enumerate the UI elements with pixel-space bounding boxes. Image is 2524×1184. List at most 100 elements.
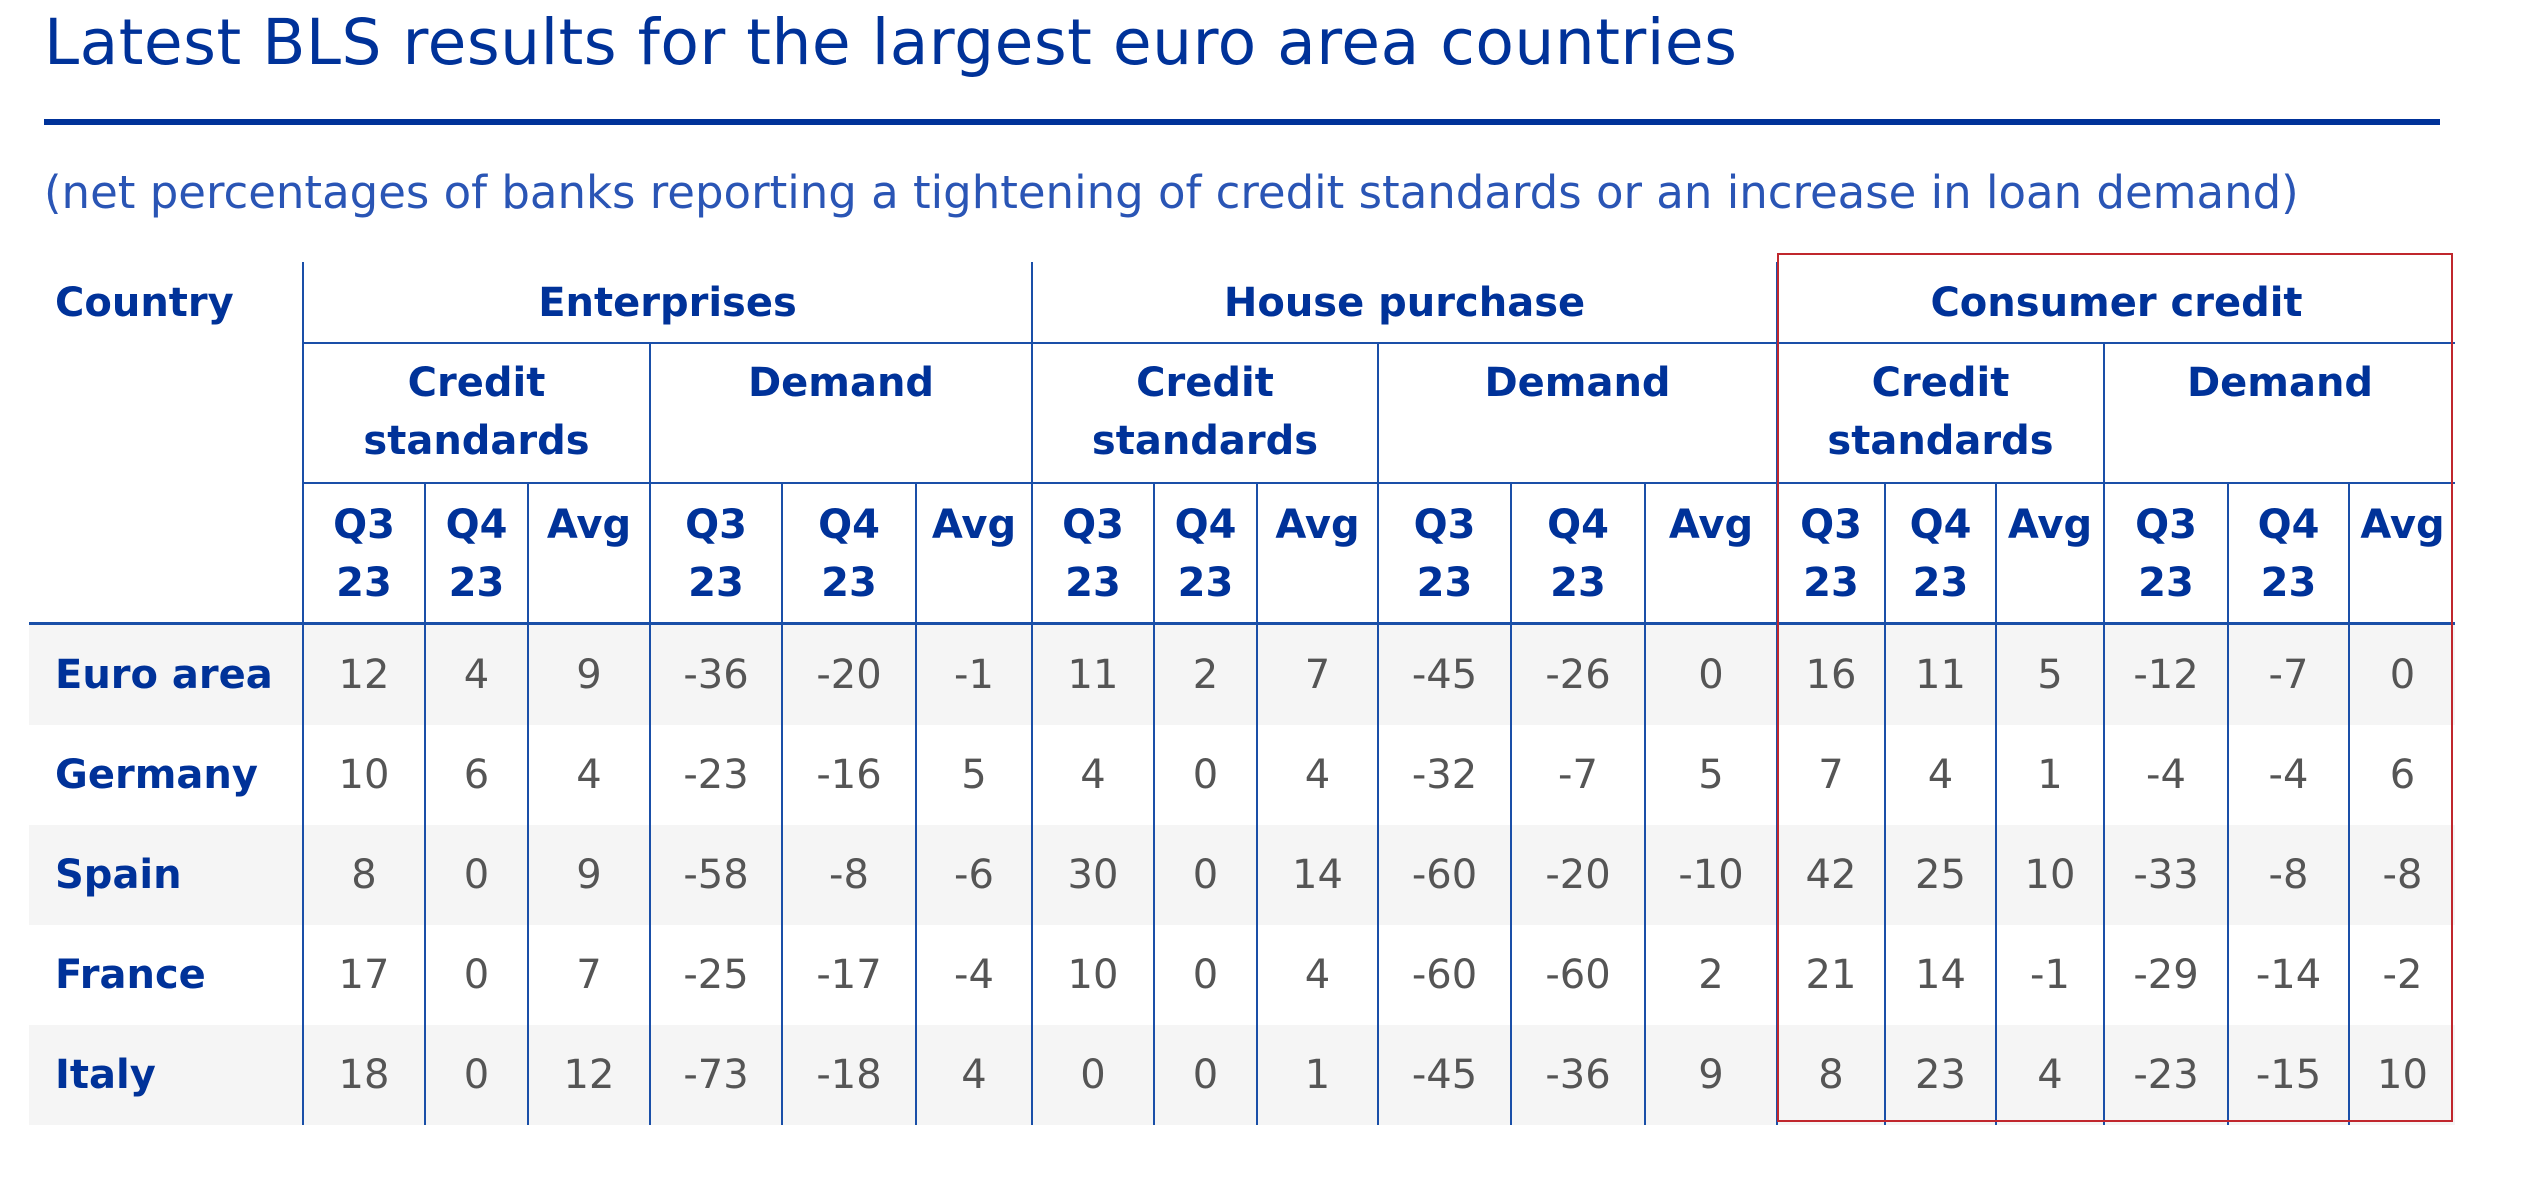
value-cell: -4	[2103, 724, 2228, 825]
value-cell: 4	[1256, 724, 1378, 825]
value-cell: -36	[649, 623, 782, 725]
page-subtitle: (net percentages of banks reporting a ti…	[44, 166, 2299, 219]
period-header-q4-23: Q4 23	[424, 483, 528, 625]
country-name: Germany	[55, 751, 258, 798]
value-cell: -45	[1377, 1024, 1511, 1125]
value-cell: 18	[302, 1024, 425, 1125]
period-header-q4-23: Q4 23	[781, 483, 916, 625]
value-cell: 11	[1031, 623, 1154, 725]
value-cell: -60	[1510, 924, 1645, 1025]
value-cell: 4	[1884, 724, 1996, 825]
period-header-avg: Avg	[1256, 483, 1378, 625]
value-cell: -4	[915, 924, 1032, 1025]
value-cell: 4	[1995, 1024, 2104, 1125]
value-cell: 21	[1776, 924, 1885, 1025]
group-header-house-purchase: House purchase	[1031, 262, 1777, 344]
value-cell: 14	[1256, 824, 1378, 925]
period-header-avg: Avg	[527, 483, 650, 625]
value-cell: 11	[1884, 623, 1996, 725]
period-header-q3-23: Q3 23	[302, 483, 425, 625]
value-cell: 0	[424, 824, 528, 925]
subgroup-header-credit-standards: Credit standards	[302, 343, 650, 484]
table-row: France 17 0 7 -25 -17 -4 10 0 4 -60 -60 2 21 14 -1 -29 -1…	[29, 924, 2455, 1025]
value-cell: -6	[915, 824, 1032, 925]
value-cell: 6	[2348, 724, 2455, 825]
value-cell: 1	[1995, 724, 2104, 825]
value-cell: 4	[915, 1024, 1032, 1125]
value-cell: 5	[915, 724, 1032, 825]
value-cell: -60	[1377, 924, 1511, 1025]
value-cell: -29	[2103, 924, 2228, 1025]
value-cell: 17	[302, 924, 425, 1025]
value-cell: -20	[781, 623, 916, 725]
period-header-q3-23: Q3 23	[1377, 483, 1511, 625]
value-cell: 1	[1256, 1024, 1378, 1125]
value-cell: -26	[1510, 623, 1645, 725]
value-cell: -33	[2103, 824, 2228, 925]
value-cell: -8	[2227, 824, 2349, 925]
period-header-avg: Avg	[2348, 483, 2455, 625]
value-cell: -7	[1510, 724, 1645, 825]
group-header-enterprises: Enterprises	[302, 262, 1032, 344]
period-header-q4-23: Q4 23	[1153, 483, 1257, 625]
period-header-q3-23: Q3 23	[649, 483, 782, 625]
value-cell: 0	[1153, 1024, 1257, 1125]
value-cell: -16	[781, 724, 916, 825]
value-cell: 5	[1995, 623, 2104, 725]
value-cell: 0	[424, 1024, 528, 1125]
value-cell: 4	[424, 623, 528, 725]
value-cell: -10	[1644, 824, 1777, 925]
subgroup-header-credit-standards: Credit standards	[1776, 343, 2104, 484]
subgroup-header-demand: Demand	[649, 343, 1032, 484]
value-cell: -2	[2348, 924, 2455, 1025]
table-row: Spain 8 0 9 -58 -8 -6 30 0 14 -60 -20 -10 42 25 10 -33 -8…	[29, 824, 2455, 925]
value-cell: 2	[1644, 924, 1777, 1025]
period-header-q3-23: Q3 23	[1031, 483, 1154, 625]
value-cell: -8	[781, 824, 916, 925]
subgroup-header-demand: Demand	[2103, 343, 2455, 484]
value-cell: -60	[1377, 824, 1511, 925]
value-cell: 30	[1031, 824, 1154, 925]
value-cell: 10	[302, 724, 425, 825]
period-header-q3-23: Q3 23	[2103, 483, 2228, 625]
subgroup-header-demand: Demand	[1377, 343, 1777, 484]
value-cell: -7	[2227, 623, 2349, 725]
value-cell: 8	[302, 824, 425, 925]
country-name: Euro area	[29, 623, 303, 725]
value-cell: 25	[1884, 824, 1996, 925]
value-cell: -18	[781, 1024, 916, 1125]
value-cell: 0	[1153, 824, 1257, 925]
period-header-avg: Avg	[1644, 483, 1777, 625]
value-cell: -25	[649, 924, 782, 1025]
value-cell: 0	[1153, 724, 1257, 825]
page-title: Latest BLS results for the largest euro …	[44, 6, 1738, 79]
bls-results-table: Country Enterprises House purchase Consumer…	[29, 262, 2455, 1125]
value-cell: -14	[2227, 924, 2349, 1025]
country-name: Italy	[29, 1024, 303, 1125]
value-cell: 9	[527, 623, 650, 725]
period-header-q3-23: Q3 23	[1776, 483, 1885, 625]
value-cell: 10	[2348, 1024, 2455, 1125]
table-row: Italy 18 0 12 -73 -18 4 0 0 1 -45 -36 9 8 23 4 -23 -15 10	[29, 1024, 2455, 1125]
value-cell: 2	[1153, 623, 1257, 725]
value-cell: -73	[649, 1024, 782, 1125]
value-cell: 0	[1153, 924, 1257, 1025]
table-row: Euro area 12 4 9 -36 -20 -1 11 2 7 -45 -26 0 16 11 5 -12…	[29, 623, 2455, 725]
value-cell: -1	[915, 623, 1032, 725]
value-cell: 7	[1256, 623, 1378, 725]
value-cell: 9	[527, 824, 650, 925]
value-cell: 10	[1031, 924, 1154, 1025]
value-cell: -23	[649, 724, 782, 825]
value-cell: -12	[2103, 623, 2228, 725]
value-cell: -4	[2227, 724, 2349, 825]
group-header-consumer-credit: Consumer credit	[1776, 262, 2455, 344]
value-cell: -1	[1995, 924, 2104, 1025]
period-header-q4-23: Q4 23	[1510, 483, 1645, 625]
value-cell: 0	[1644, 623, 1777, 725]
value-cell: -17	[781, 924, 916, 1025]
value-cell: 6	[424, 724, 528, 825]
value-cell: 12	[527, 1024, 650, 1125]
value-cell: -23	[2103, 1024, 2228, 1125]
value-cell: -32	[1377, 724, 1511, 825]
period-header-avg: Avg	[1995, 483, 2104, 625]
